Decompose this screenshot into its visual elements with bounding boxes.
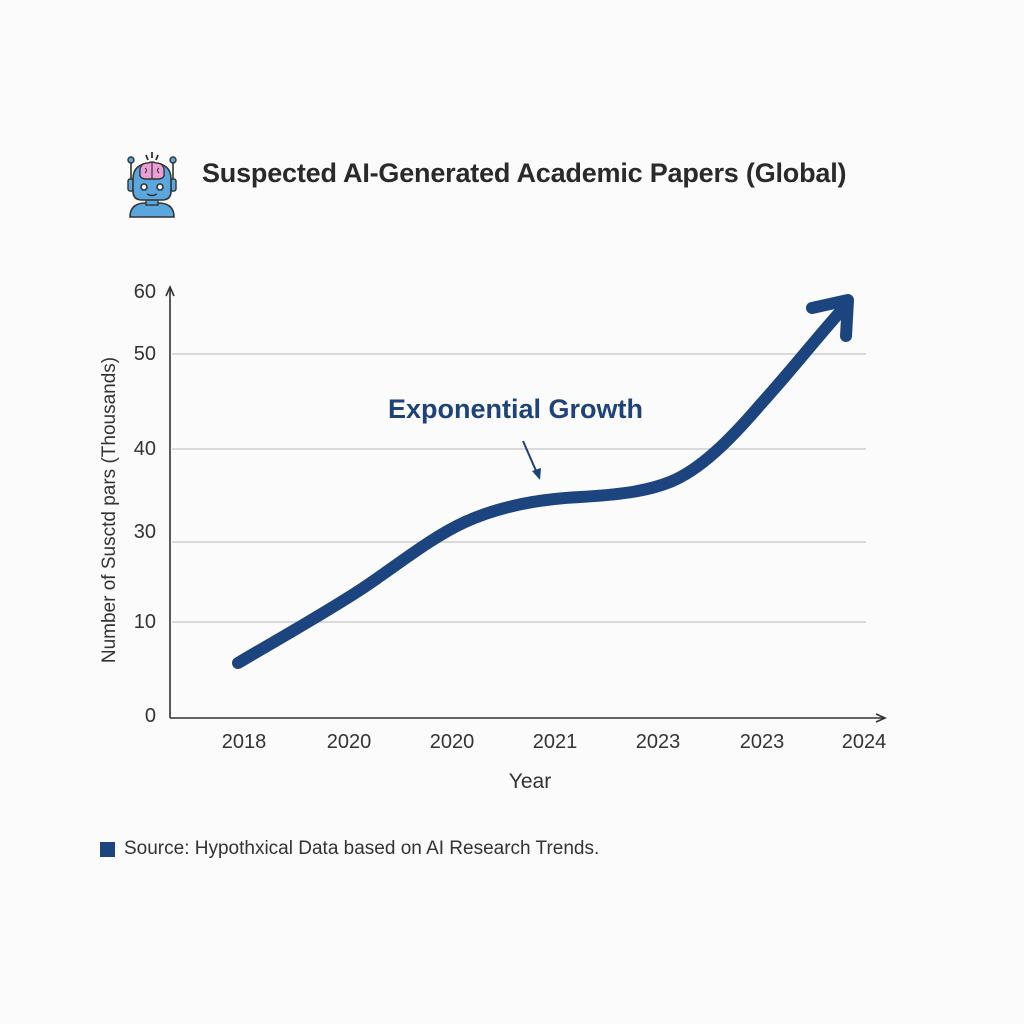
x-tick: 2021 <box>532 731 578 753</box>
y-tick-40: 40 <box>133 438 156 460</box>
source-note: Source: Hypothxical Data based on AI Res… <box>100 838 599 860</box>
x-axis-label: Year <box>508 770 552 793</box>
y-axis-label: Number of Susctd pars (Thousands) <box>99 356 120 664</box>
chart-title: Suspected AI-Generated Academic Papers (… <box>202 158 847 188</box>
x-axis <box>170 713 887 723</box>
y-tick-50: 50 <box>133 343 156 365</box>
y-tick-60: 60 <box>133 281 156 303</box>
x-tick: 2023 <box>739 731 785 753</box>
legend-swatch-icon <box>100 841 115 857</box>
y-axis <box>165 285 175 718</box>
annotation-label: Exponential Growth <box>388 394 644 424</box>
robot-brain-icon <box>127 152 177 218</box>
x-tick: 2018 <box>221 731 267 753</box>
y-tick-30: 30 <box>133 521 156 543</box>
annotation-pointer-icon <box>522 440 541 480</box>
x-tick: 2020 <box>326 731 372 753</box>
x-tick: 2024 <box>841 731 887 753</box>
y-tick-0: 0 <box>144 705 156 727</box>
gridlines <box>172 353 866 623</box>
data-line <box>232 306 846 669</box>
y-tick-10: 10 <box>133 611 156 633</box>
x-tick: 2023 <box>635 731 681 753</box>
source-text: Source: Hypothxical Data based on AI Res… <box>124 838 600 859</box>
growth-arrowhead-icon <box>806 294 854 342</box>
x-tick: 2020 <box>429 731 475 753</box>
chart-header <box>122 148 182 220</box>
